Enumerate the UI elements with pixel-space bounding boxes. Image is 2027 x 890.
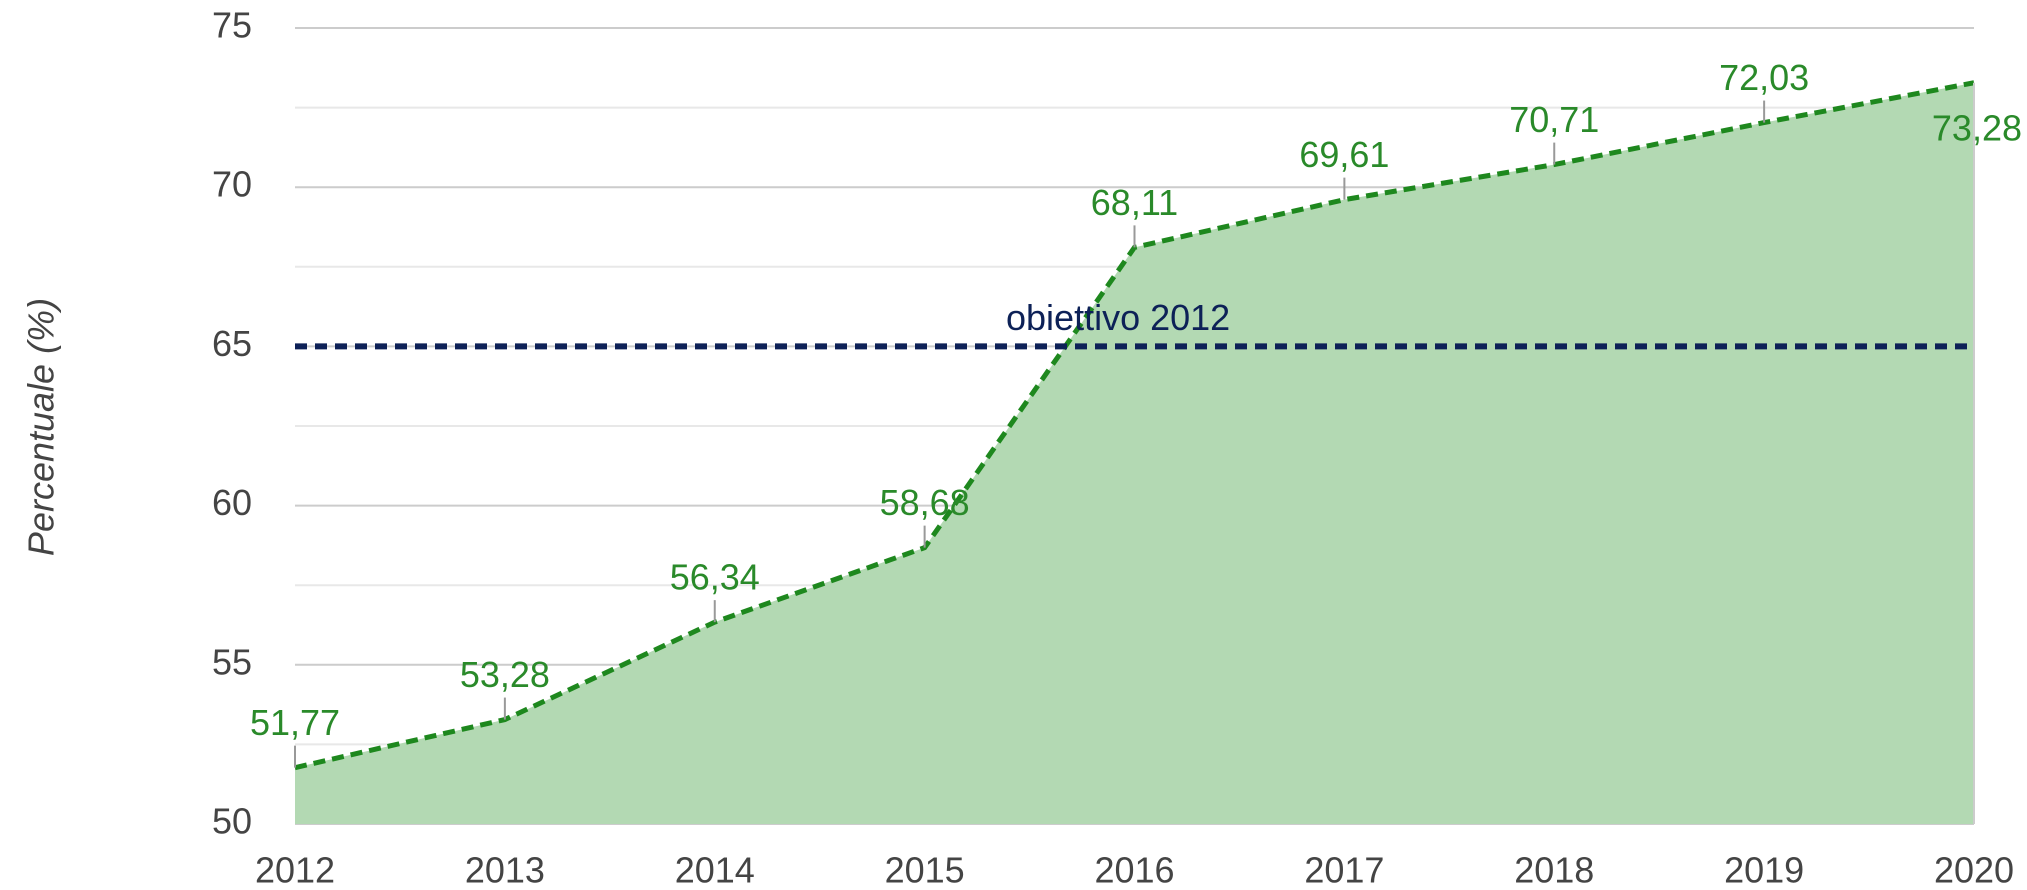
y-tick-label: 75 [212, 5, 252, 46]
line [294, 80, 1975, 771]
x-tick-label: 2019 [1724, 850, 1804, 890]
value-label: 70,71 [1509, 99, 1599, 140]
value-label: 68,11 [1091, 182, 1178, 223]
value-label: 72,03 [1719, 57, 1809, 98]
x-tick-label: 2015 [885, 850, 965, 890]
y-tick-label: 65 [212, 323, 252, 364]
value-label: 56,34 [670, 557, 760, 598]
y-tick-label: 50 [212, 801, 252, 842]
y-tick-label: 60 [212, 482, 252, 523]
value-label: 53,28 [460, 654, 550, 695]
y-tick-label: 55 [212, 641, 252, 682]
y-tick-label: 70 [212, 164, 252, 205]
value-label: 58,68 [880, 482, 970, 523]
x-tick-label: 2012 [255, 850, 335, 890]
x-tick-label: 2020 [1934, 850, 2014, 890]
value-label: 51,77 [250, 702, 340, 743]
value-label: 69,61 [1299, 134, 1389, 175]
x-tick-label: 2014 [675, 850, 755, 890]
value-label: 73,28 [1932, 107, 2022, 148]
reference-label: obiettivo 2012 [1006, 297, 1230, 338]
y-axis-label: Percentuale (%) [21, 298, 62, 556]
x-tick-label: 2017 [1304, 850, 1384, 890]
x-tick-label: 2013 [465, 850, 545, 890]
x-tick-label: 2016 [1094, 850, 1174, 890]
x-tick-label: 2018 [1514, 850, 1594, 890]
area [295, 82, 1974, 825]
